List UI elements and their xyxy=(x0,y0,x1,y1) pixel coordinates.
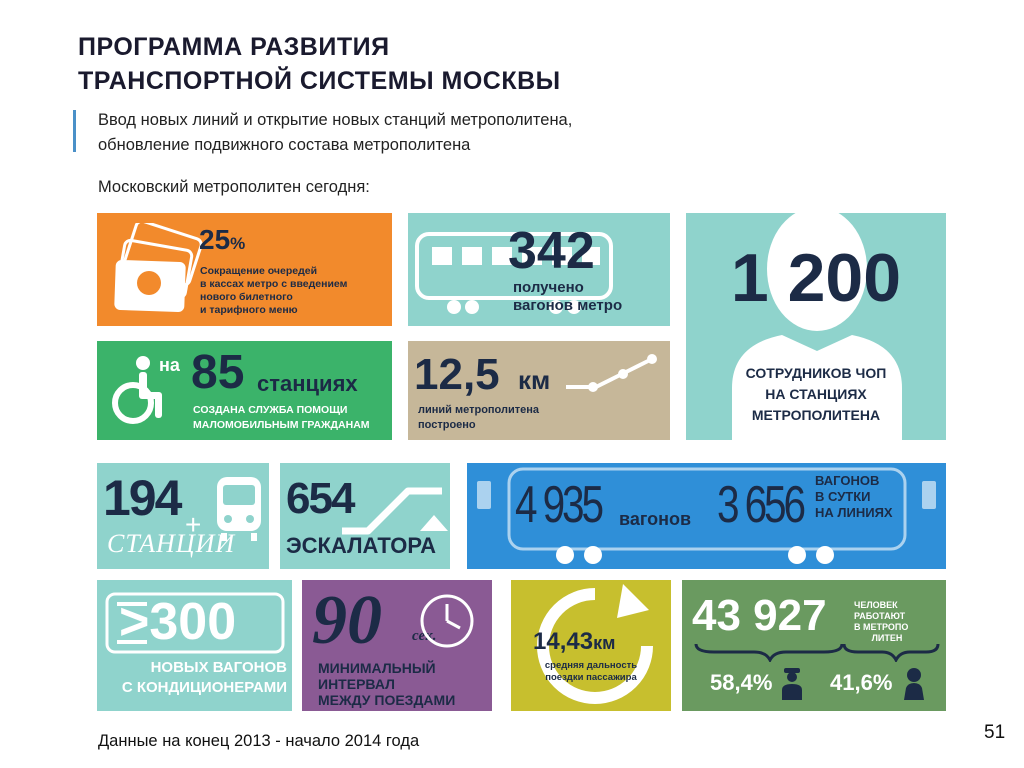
wheelchair-icon xyxy=(112,356,162,424)
route-line-icon xyxy=(566,354,657,392)
cars-value: 342 xyxy=(508,222,595,280)
subtitle-line-1: Ввод новых линий и открытие новых станци… xyxy=(98,111,573,129)
staff-label-line-1: ЧЕЛОВЕК xyxy=(854,600,898,610)
staff-label-line-4: ЛИТЕН xyxy=(871,633,903,643)
subtitle-line-2: обновление подвижного состава метрополит… xyxy=(98,136,471,154)
lines-unit: км xyxy=(518,365,551,395)
distance-number: 14,43 xyxy=(533,628,594,655)
train-car-icon xyxy=(477,467,936,564)
cars-daily-value: 3 656 xyxy=(717,476,806,534)
accessibility-unit: станциях xyxy=(257,371,358,396)
cars-daily-line-1: ВАГОНОВ xyxy=(815,473,880,488)
tile-accessibility: на 85 станциях СОЗДАНА СЛУЖБА ПОМОЩИ МАЛ… xyxy=(97,341,392,440)
tile-air-conditioned: >300 НОВЫХ ВАГОНОВ С КОНДИЦИОНЕРАМИ xyxy=(97,580,292,711)
distance-unit: км xyxy=(593,633,616,653)
title-line-1: ПРОГРАММА РАЗВИТИЯ xyxy=(78,33,390,61)
security-value: 1 200 xyxy=(730,240,902,316)
accent-bar xyxy=(73,110,76,152)
security-line-1: СОТРУДНИКОВ ЧОП xyxy=(745,365,887,381)
interval-line-1: МИНИМАЛЬНЫЙ ИНТЕРВАЛ xyxy=(318,660,436,692)
air-conditioned-line-2: С КОНДИЦИОНЕРАМИ xyxy=(121,679,287,696)
accessibility-line-1: СОЗДАНА СЛУЖБА ПОМОЩИ xyxy=(193,404,348,416)
lines-value: 12,5 xyxy=(414,350,500,399)
tile-distance: 14,43км средняя дальность поездки пассаж… xyxy=(511,580,671,711)
queue-description: Сокращение очередей в кассах метро с вве… xyxy=(200,265,347,317)
cars-daily-line-2: В СУТКИ xyxy=(815,489,871,504)
tile-escalators: 654 ЭСКАЛАТОРА xyxy=(280,463,450,569)
distance-description: средняя дальность поездки пассажира xyxy=(511,660,671,684)
female-worker-icon xyxy=(904,668,924,700)
interval-description: МИНИМАЛЬНЫЙ ИНТЕРВАЛ МЕЖДУ ПОЕЗДАМИ xyxy=(318,660,492,708)
escalators-value: 654 xyxy=(286,474,355,523)
metro-car-icon xyxy=(415,232,613,314)
queue-value: 25% xyxy=(199,225,245,259)
cars-line-1: получено xyxy=(513,279,584,296)
staff-label: ЧЕЛОВЕК РАБОТАЮТ В МЕТРОПО ЛИТЕН xyxy=(854,600,908,644)
queue-unit: % xyxy=(230,234,246,253)
tile-new-lines: 12,5 км линий метрополитена построено xyxy=(408,341,670,440)
page-title: ПРОГРАММА РАЗВИТИЯ ТРАНСПОРТНОЙ СИСТЕМЫ … xyxy=(78,30,561,98)
tickets-icon xyxy=(114,223,203,313)
cars-description: получено вагонов метро xyxy=(513,279,622,315)
page-number: 51 xyxy=(984,722,1006,743)
queue-line-4: и тарифного меню xyxy=(200,304,298,316)
tile-train-stats: 4 935 вагонов 3 656 ВАГОНОВ В СУТКИ НА Л… xyxy=(467,463,946,569)
accessibility-line-2: МАЛОМОБИЛЬНЫМ ГРАЖДАНАМ xyxy=(193,419,370,431)
worker-icon xyxy=(782,668,802,700)
tile-queue-reduction: 25% Сокращение очередей в кассах метро с… xyxy=(97,213,392,326)
female-share: 41,6% xyxy=(830,670,893,695)
escalator-icon xyxy=(342,487,448,535)
interval-value: 90 xyxy=(312,582,382,659)
cars-daily-line-3: НА ЛИНИЯХ xyxy=(815,505,893,520)
accessibility-prefix: на xyxy=(159,355,180,375)
staff-value: 43 927 xyxy=(692,591,827,640)
queue-number: 25 xyxy=(199,224,231,255)
queue-line-3: нового билетного xyxy=(200,291,293,303)
lead-text: Московский метрополитен сегодня: xyxy=(98,178,370,196)
brace-icon xyxy=(694,643,940,662)
lines-line-2: построено xyxy=(418,419,476,431)
distance-line-2: поездки пассажира xyxy=(545,672,637,683)
stations-value: 194 xyxy=(103,470,182,526)
security-line-2: НА СТАНЦИЯХ xyxy=(765,386,867,402)
tile-new-cars: 342 получено вагонов метро xyxy=(408,213,670,326)
clock-icon xyxy=(420,594,474,648)
lines-line-1: линий метрополитена xyxy=(418,404,540,416)
tile-staff: 43 927 ЧЕЛОВЕК РАБОТАЮТ В МЕТРОПО ЛИТЕН … xyxy=(682,580,946,711)
cars-daily-label: ВАГОНОВ В СУТКИ НА ЛИНИЯХ xyxy=(815,473,893,521)
air-conditioned-value: >300 xyxy=(119,593,237,651)
guard-silhouette-icon xyxy=(732,213,902,440)
staff-label-line-3: В МЕТРОПО xyxy=(854,622,909,632)
escalators-label: ЭСКАЛАТОРА xyxy=(286,533,436,558)
lines-description: линий метрополитена построено xyxy=(418,403,539,433)
staff-label-line-2: РАБОТАЮТ xyxy=(854,611,906,621)
tile-stations: 194 + СТАНЦИИ xyxy=(97,463,269,569)
male-share: 58,4% xyxy=(710,670,773,695)
air-conditioned-line-1: НОВЫХ ВАГОНОВ xyxy=(150,659,287,676)
cars-total-value: 4 935 xyxy=(515,476,604,534)
queue-line-2: в кассах метро с введением xyxy=(200,278,348,290)
distance-line-1: средняя дальность xyxy=(544,660,638,671)
cars-line-2: вагонов метро xyxy=(513,297,623,314)
security-description: СОТРУДНИКОВ ЧОП НА СТАНЦИЯХ МЕТРОПОЛИТЕН… xyxy=(686,363,946,426)
tile-security-staff: 1 200 СОТРУДНИКОВ ЧОП НА СТАНЦИЯХ МЕТРОП… xyxy=(686,213,946,440)
speed-arrow-icon xyxy=(105,592,285,654)
queue-line-1: Сокращение очередей xyxy=(200,265,318,277)
subtitle: Ввод новых линий и открытие новых станци… xyxy=(98,108,572,158)
tile-interval: 90 сек. МИНИМАЛЬНЫЙ ИНТЕРВАЛ МЕЖДУ ПОЕЗД… xyxy=(302,580,492,711)
security-line-3: МЕТРОПОЛИТЕНА xyxy=(751,407,881,423)
plus-sign: + xyxy=(185,509,202,540)
stations-label: СТАНЦИИ xyxy=(107,529,236,558)
air-conditioned-description: НОВЫХ ВАГОНОВ С КОНДИЦИОНЕРАМИ xyxy=(97,658,287,698)
accessibility-description: СОЗДАНА СЛУЖБА ПОМОЩИ МАЛОМОБИЛЬНЫМ ГРАЖ… xyxy=(193,403,370,433)
interval-line-2: МЕЖДУ ПОЕЗДАМИ xyxy=(318,692,456,708)
distance-value: 14,43км xyxy=(533,628,615,656)
title-line-2: ТРАНСПОРТНОЙ СИСТЕМЫ МОСКВЫ xyxy=(78,67,561,95)
train-front-icon xyxy=(217,477,261,541)
circular-arrow-icon xyxy=(537,584,653,704)
cars-total-label: вагонов xyxy=(619,509,692,529)
data-note: Данные на конец 2013 - начало 2014 года xyxy=(98,732,420,750)
accessibility-value: 85 xyxy=(191,346,245,399)
